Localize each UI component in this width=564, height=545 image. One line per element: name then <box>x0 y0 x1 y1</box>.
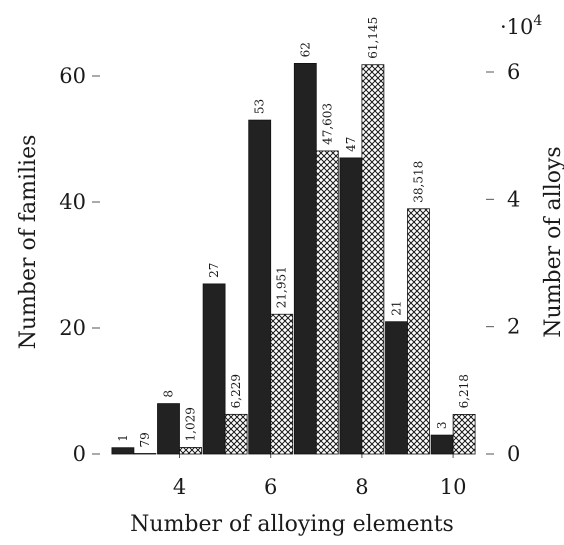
bar-families <box>385 321 408 455</box>
bar-families <box>339 157 363 455</box>
y-axis-right-multiplier: ·104 <box>500 13 542 39</box>
data-label-alloys: 38,518 <box>412 161 426 203</box>
data-label-families: 3 <box>435 421 449 429</box>
data-label-alloys: 79 <box>138 432 152 447</box>
bar-alloys <box>179 447 202 455</box>
y-axis-left-label: Number of families <box>16 135 41 350</box>
bar-families <box>111 447 135 455</box>
data-label-alloys: 6,229 <box>229 374 243 408</box>
data-label-families: 21 <box>390 300 404 315</box>
data-label-alloys: 47,603 <box>320 103 334 145</box>
y-left-tick-label: 0 <box>73 442 86 466</box>
bar-alloys <box>133 453 157 455</box>
data-label-alloys: 61,145 <box>366 17 380 59</box>
data-label-families: 53 <box>253 99 267 114</box>
bar-families <box>293 63 317 455</box>
y-right-tick-label: 0 <box>507 442 520 466</box>
data-label-families: 47 <box>344 137 358 152</box>
y-left-tick-label: 20 <box>59 316 86 340</box>
x-tick-label: 10 <box>440 475 467 499</box>
y-right-tick-label: 2 <box>507 315 520 339</box>
x-tick-label: 4 <box>173 475 186 499</box>
y-left-tick-label: 40 <box>59 190 86 214</box>
data-labels: 1 79 8 1,029 27 6,229 53 21,951 62 47,603 47 61,145… <box>116 17 471 448</box>
data-label-families: 8 <box>162 390 176 398</box>
data-label-families: 1 <box>116 434 130 442</box>
bar-alloys <box>452 414 476 455</box>
bar-alloys <box>407 208 430 455</box>
y-right-tick-label: 4 <box>507 187 520 211</box>
data-label-families: 62 <box>298 42 312 57</box>
axes: 0 20 40 60 0 2 4 6 4 6 8 10 <box>59 60 520 499</box>
data-label-families: 27 <box>207 263 221 278</box>
bar-alloys <box>361 64 385 455</box>
data-label-alloys: 1,029 <box>184 407 198 441</box>
bar-alloys <box>270 313 294 455</box>
x-axis-label: Number of alloying elements <box>130 512 454 537</box>
bar-families <box>157 403 180 455</box>
multiplier-exponent: 4 <box>533 13 542 29</box>
y-left-tick-label: 60 <box>59 64 86 88</box>
bars <box>111 63 476 455</box>
data-label-alloys: 6,218 <box>457 374 471 408</box>
bar-families <box>430 434 454 455</box>
y-axis-right-label: Number of alloys <box>541 146 564 337</box>
x-tick-label: 6 <box>264 475 277 499</box>
x-tick-label: 8 <box>355 475 368 499</box>
bar-alloys <box>315 150 339 455</box>
multiplier-base: ·10 <box>500 15 533 39</box>
bar-alloys <box>224 413 248 455</box>
bar-families <box>248 119 272 455</box>
bar-families <box>202 283 226 455</box>
y-right-tick-label: 6 <box>507 60 520 84</box>
data-label-alloys: 21,951 <box>275 266 289 308</box>
